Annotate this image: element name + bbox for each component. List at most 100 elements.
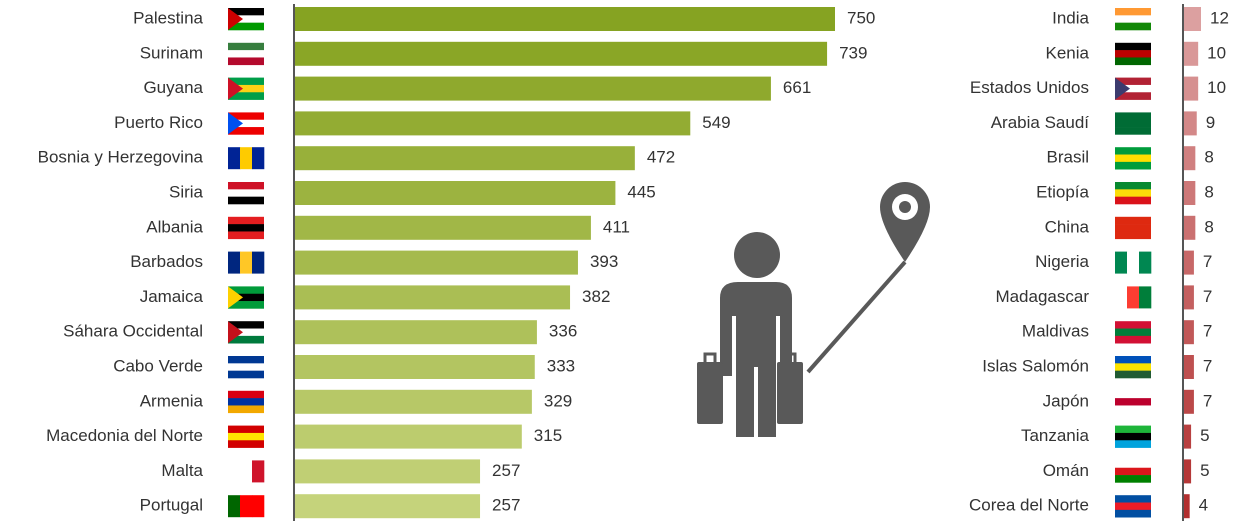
bar xyxy=(1184,355,1194,379)
category-label: Puerto Rico xyxy=(114,113,203,132)
category-label: Barbados xyxy=(130,252,203,271)
flag-stripe xyxy=(252,460,264,482)
value-label: 9 xyxy=(1206,113,1215,132)
flag-stripe xyxy=(1115,127,1151,135)
value-label: 739 xyxy=(839,43,867,62)
flag-icon xyxy=(1115,182,1151,204)
flag-stripe xyxy=(1115,43,1151,51)
flag-stripe xyxy=(1115,197,1151,205)
category-label: Sáhara Occidental xyxy=(63,322,203,341)
bar xyxy=(1184,77,1198,101)
flag-stripe xyxy=(1115,426,1151,434)
flag-stripe xyxy=(228,57,264,65)
category-label: Tanzania xyxy=(1021,426,1090,445)
value-label: 12 xyxy=(1210,8,1229,27)
bar xyxy=(295,216,591,240)
flag-stripe xyxy=(1115,15,1151,23)
bar xyxy=(295,146,635,170)
flag-stripe xyxy=(228,224,264,232)
bar xyxy=(295,494,480,518)
flag-stripe xyxy=(228,43,264,51)
flag-stripe xyxy=(1115,371,1151,379)
category-label: Armenia xyxy=(140,391,204,410)
value-label: 7 xyxy=(1203,391,1212,410)
flag-icon xyxy=(1115,356,1151,378)
flag-stripe xyxy=(1115,57,1151,65)
bar xyxy=(1184,425,1191,449)
flag-icon xyxy=(228,356,264,378)
bar xyxy=(1184,285,1194,309)
flag-stripe xyxy=(1115,50,1151,58)
bar xyxy=(1184,181,1195,205)
flag-icon xyxy=(1115,460,1151,482)
bar xyxy=(1184,320,1194,344)
bar xyxy=(295,425,522,449)
category-label: Portugal xyxy=(140,496,203,515)
flag-stripe xyxy=(1115,252,1127,274)
flag-stripe xyxy=(1115,120,1151,128)
category-label: Etiopía xyxy=(1036,182,1089,201)
flag-stripe xyxy=(1115,503,1151,511)
value-label: 315 xyxy=(534,426,562,445)
category-label: Cabo Verde xyxy=(113,356,203,375)
value-label: 4 xyxy=(1199,496,1208,515)
bar xyxy=(295,181,615,205)
flag-stripe xyxy=(1127,252,1139,274)
flag-icon xyxy=(228,252,264,274)
category-label: Brasil xyxy=(1046,148,1089,167)
bar xyxy=(1184,7,1201,31)
flag-stripe xyxy=(228,356,264,364)
bar xyxy=(295,285,570,309)
flag-icon xyxy=(1115,391,1151,413)
flag-stripe xyxy=(228,391,264,399)
flag-stripe xyxy=(1115,8,1151,16)
value-label: 445 xyxy=(627,182,655,201)
category-label: Siria xyxy=(169,182,204,201)
flag-stripe xyxy=(240,460,252,482)
bar xyxy=(295,355,535,379)
flag-icon xyxy=(1115,217,1151,239)
flag-icon xyxy=(228,8,264,30)
flag-stripe xyxy=(1115,468,1151,476)
flag-stripe xyxy=(228,495,240,517)
bar xyxy=(295,42,827,66)
value-label: 7 xyxy=(1203,322,1212,341)
bar xyxy=(295,390,532,414)
bar xyxy=(295,320,537,344)
flag-stripe xyxy=(1115,336,1151,344)
value-label: 472 xyxy=(647,148,675,167)
flag-stripe xyxy=(252,252,264,274)
flag-icon xyxy=(1115,43,1151,65)
category-label: Macedonia del Norte xyxy=(46,426,203,445)
flag-icon xyxy=(1115,286,1151,308)
bar xyxy=(1184,42,1198,66)
flag-icon xyxy=(1115,147,1151,169)
flag-stripe xyxy=(1115,495,1151,503)
category-label: Palestina xyxy=(133,8,203,27)
bar xyxy=(295,251,578,275)
flag-stripe xyxy=(1115,224,1151,232)
flag-stripe xyxy=(1115,405,1151,413)
value-label: 333 xyxy=(547,356,575,375)
value-label: 7 xyxy=(1203,287,1212,306)
flag-stripe xyxy=(1115,112,1151,120)
flag-stripe xyxy=(228,440,264,448)
bar xyxy=(1184,251,1194,275)
value-label: 393 xyxy=(590,252,618,271)
flag-icon xyxy=(228,321,264,343)
flag-stripe xyxy=(1115,231,1151,239)
category-label: Guyana xyxy=(143,78,203,97)
traveler-icon xyxy=(697,182,930,437)
bar xyxy=(1184,390,1194,414)
flag-icon xyxy=(228,286,264,308)
value-label: 411 xyxy=(603,217,630,236)
flag-stripe xyxy=(228,426,264,434)
flag-stripe xyxy=(228,182,264,190)
flag-stripe xyxy=(228,460,240,482)
flag-stripe xyxy=(1115,189,1151,197)
flag-icon xyxy=(228,147,264,169)
flag-stripe xyxy=(228,147,240,169)
bar xyxy=(295,7,835,31)
flag-stripe xyxy=(228,50,264,58)
category-label: Jamaica xyxy=(140,287,204,306)
